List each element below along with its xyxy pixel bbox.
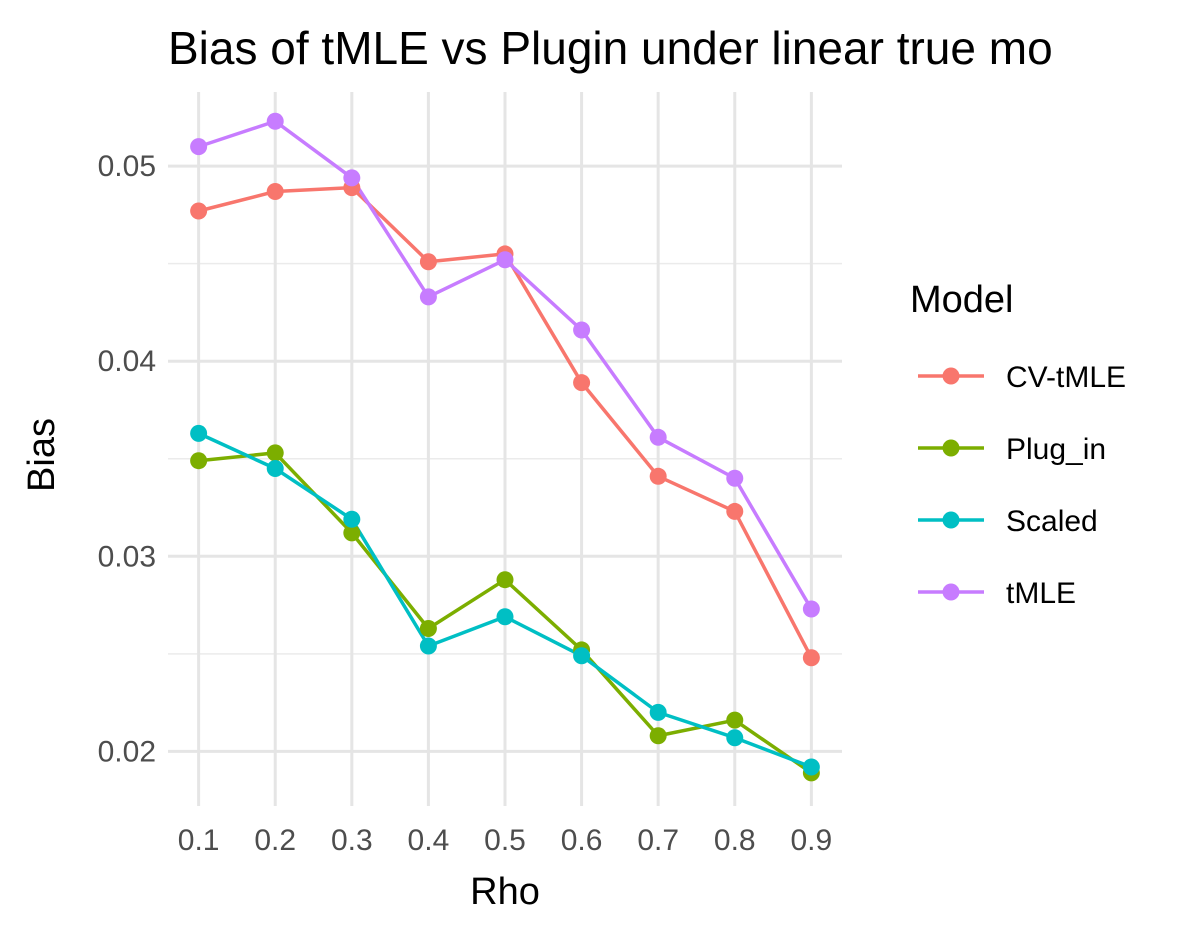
point-cv-tmle [649,467,667,485]
point-tmle [573,321,591,339]
point-plug-in [190,452,208,470]
point-scaled [496,608,514,626]
point-tmle [496,251,514,269]
point-cv-tmle [726,502,744,520]
legend-items: CV-tMLE Plug_in Scaled tMLE [918,361,1126,610]
point-scaled [419,637,437,655]
point-plug-in [343,524,361,542]
point-plug-in [496,571,514,589]
legend-item-scaled: Scaled [918,505,1098,538]
legend-key-point [942,367,960,385]
point-cv-tmle [190,202,208,220]
y-axis-title: Bias [21,418,63,492]
legend: Model CV-tMLE Plug_in Scaled tMLE [910,279,1126,610]
x-axis-title: Rho [470,871,540,913]
y-tick-label: 0.02 [98,735,156,768]
point-scaled [573,647,591,665]
x-axis: 0.1 0.2 0.3 0.4 0.5 0.6 0.7 0.8 0.9 [178,824,832,857]
legend-item-tmle: tMLE [918,577,1076,610]
x-tick-label: 0.2 [254,824,296,857]
point-tmle [190,138,208,156]
point-scaled [802,758,820,776]
point-tmle [419,288,437,306]
point-tmle [649,428,667,446]
x-tick-label: 0.8 [714,824,756,857]
series-points [190,112,820,782]
point-plug-in [649,727,667,745]
legend-item-plug-in: Plug_in [918,433,1106,466]
legend-item-cv-tmle: CV-tMLE [918,361,1126,394]
y-tick-label: 0.05 [98,150,156,183]
x-tick-label: 0.3 [331,824,373,857]
point-plug-in [266,444,284,462]
plot-area [168,92,842,806]
legend-label: tMLE [1006,577,1076,610]
point-scaled [649,703,667,721]
legend-label: CV-tMLE [1006,361,1126,394]
chart-title: Bias of tMLE vs Plugin under linear true… [168,22,1053,74]
point-cv-tmle [419,253,437,271]
legend-key-point [942,511,960,529]
x-tick-label: 0.4 [408,824,450,857]
point-scaled [190,424,208,442]
x-tick-label: 0.6 [561,824,603,857]
point-tmle [266,112,284,130]
point-scaled [726,729,744,747]
legend-label: Scaled [1006,505,1098,538]
point-cv-tmle [802,649,820,667]
y-tick-label: 0.03 [98,540,156,573]
point-tmle [802,600,820,618]
legend-title: Model [910,279,1014,321]
x-tick-label: 0.1 [178,824,220,857]
legend-key-point [942,439,960,457]
point-plug-in [419,619,437,637]
x-tick-label: 0.7 [637,824,679,857]
x-tick-label: 0.9 [791,824,833,857]
point-scaled [266,460,284,478]
point-plug-in [726,711,744,729]
point-tmle [343,169,361,187]
x-tick-label: 0.5 [484,824,526,857]
point-cv-tmle [573,374,591,392]
y-tick-label: 0.04 [98,345,156,378]
point-cv-tmle [266,182,284,200]
y-axis: 0.02 0.03 0.04 0.05 [98,150,156,768]
grid-major [168,92,842,806]
point-scaled [343,510,361,528]
legend-label: Plug_in [1006,433,1106,466]
point-tmle [726,469,744,487]
legend-key-point [942,583,960,601]
